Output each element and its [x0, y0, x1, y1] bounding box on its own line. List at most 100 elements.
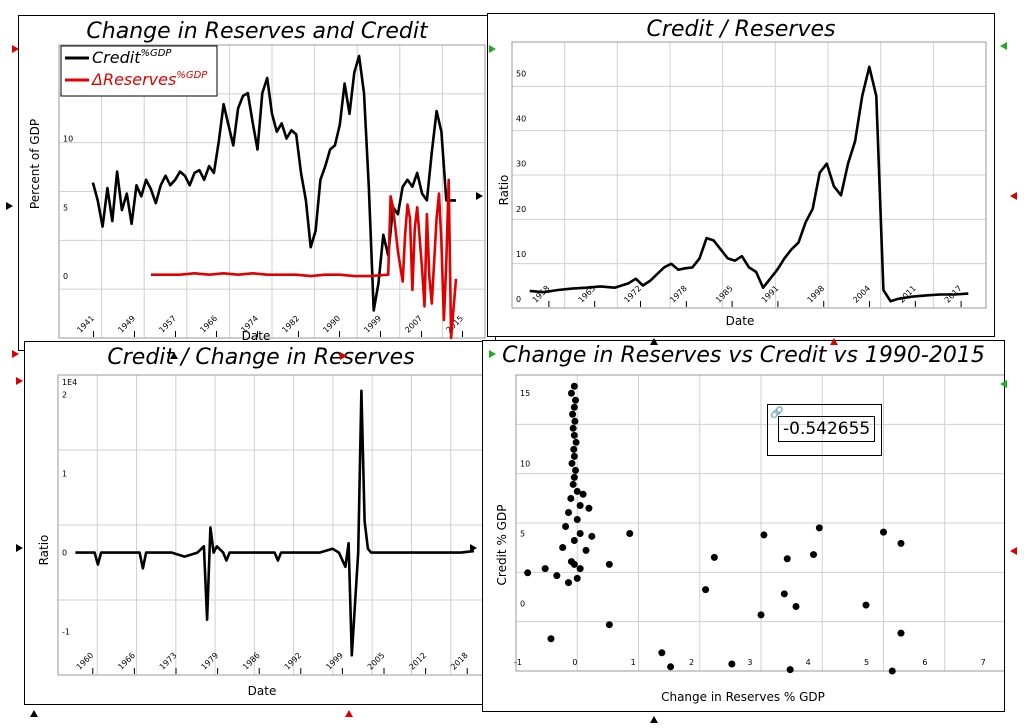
y-axis-label: Ratio: [497, 175, 511, 206]
legend: Credit%GDP ΔReserves%GDP: [60, 45, 218, 97]
scatter-point: [897, 629, 905, 637]
x-tick-label: 1999: [324, 651, 345, 672]
x-tick-label: 1998: [806, 284, 827, 305]
x-tick-label: 1941: [75, 314, 96, 335]
scatter-point: [571, 417, 579, 425]
y-tick-label: 20: [516, 205, 526, 214]
scatter-point: [570, 537, 578, 545]
x-axis-label: Change in Reserves % GDP: [661, 690, 825, 704]
edge-marker-icon: [1000, 380, 1007, 388]
scatter-point: [880, 528, 887, 536]
x-tick-label: 1985: [714, 284, 735, 305]
series-line: [151, 178, 458, 340]
x-tick-label: 2: [689, 658, 694, 667]
y-tick-label: 0: [520, 600, 525, 609]
scatter-point: [710, 553, 718, 561]
scatter-point: [783, 555, 791, 563]
scatter-point: [702, 586, 710, 594]
scatter-point: [780, 590, 788, 598]
chart-plot[interactable]: 15 10 5 0 -1 0 1 2 3 4 5 6 7 Change in Reserves % GDP…: [483, 341, 1007, 711]
scatter-point: [547, 635, 555, 643]
y-tick-label: 1: [62, 470, 67, 479]
chart-title: Change in Reserves vs Credit vs 1990-201…: [502, 343, 985, 368]
scatter-point: [728, 660, 736, 668]
grid-lines: [512, 42, 986, 308]
x-tick-label: 1990: [321, 314, 342, 335]
chart-plot[interactable]: 1510501941194919571966197419821990199920…: [19, 16, 495, 350]
grid-lines: [58, 375, 490, 675]
x-tick-label: 1966: [198, 314, 219, 335]
x-tick-label: 1966: [116, 651, 137, 672]
scatter-point: [562, 523, 570, 531]
scatter-point: [588, 532, 596, 540]
scatter-point: [573, 515, 581, 523]
x-tick-label: 1992: [283, 651, 304, 672]
scatter-point: [567, 494, 575, 502]
y-tick-label: 10: [63, 135, 73, 144]
link-icon[interactable]: 🔗: [770, 406, 784, 419]
y-tick-label: 10: [520, 459, 530, 468]
scatter-point: [569, 480, 577, 488]
x-tick-label: 1986: [241, 651, 262, 672]
y-scale-label: 1E4: [62, 378, 77, 387]
plot-area-frame: [58, 44, 486, 339]
x-tick-label: 1958: [531, 284, 552, 305]
edge-marker-icon: [6, 202, 13, 210]
edge-marker-icon: [1010, 547, 1017, 555]
y-axis-label: Percent of GDP: [28, 119, 42, 209]
y-tick-label: 40: [516, 115, 526, 124]
scatter-point: [567, 389, 575, 397]
x-tick-label: 2011: [897, 284, 918, 305]
scatter-point: [570, 403, 578, 411]
x-axis-label: Date: [242, 329, 271, 343]
y-axis-label: Credit % GDP: [495, 505, 509, 586]
edge-marker-icon: [650, 716, 658, 723]
y-tick-label: 30: [516, 160, 526, 169]
chart-panel-credit-change-reserves: Credit / Change in Reserves 2 1 0 -1 1960 196…: [24, 341, 498, 705]
chart-panel-reserves-credit: Change in Reserves and Credit 1510501941…: [18, 15, 496, 351]
x-tick-label: 2007: [403, 314, 424, 335]
x-tick-label: 1982: [280, 314, 301, 335]
x-tick-label: 1999: [362, 314, 383, 335]
y-tick-label: 10: [516, 250, 526, 259]
scatter-point: [667, 663, 675, 671]
scatter-point: [559, 544, 567, 552]
x-tick-label: 2015: [444, 314, 465, 335]
scatter-point: [576, 501, 584, 509]
edge-marker-icon: [489, 350, 496, 358]
scatter-point: [576, 565, 584, 573]
scatter-point: [570, 445, 578, 453]
scatter-point: [582, 546, 590, 554]
edge-marker-icon: [170, 352, 178, 359]
x-tick-label: 1979: [199, 651, 220, 672]
x-tick-label: 1957: [157, 314, 178, 335]
scatter-point: [565, 508, 572, 516]
scatter-point: [572, 466, 579, 474]
edge-marker-icon: [16, 377, 23, 385]
edge-marker-icon: [12, 350, 19, 358]
y-tick-label: 15: [520, 389, 530, 398]
scatter-point: [579, 490, 587, 498]
scatter-point: [897, 539, 905, 547]
correlation-value: -0.542655: [778, 416, 876, 442]
x-tick-label: -1: [514, 658, 522, 667]
grid-lines: [516, 375, 1006, 671]
legend-entry: ΔReserves%GDP: [90, 70, 208, 89]
x-tick-label: 2005: [366, 651, 387, 672]
scatter-point: [626, 530, 634, 538]
scatter-point: [565, 579, 572, 587]
scatter-point: [810, 551, 817, 559]
plot-area-frame: [511, 41, 987, 309]
chart-title: Credit / Reserves: [646, 17, 836, 42]
scatter-point: [786, 666, 794, 674]
x-tick-label: 1949: [116, 314, 137, 335]
scatter-point: [576, 530, 584, 538]
correlation-box: 🔗 -0.542655: [767, 404, 882, 456]
scatter-point: [605, 621, 613, 629]
edge-marker-icon: [12, 45, 19, 53]
scatter-point: [570, 382, 578, 390]
x-axis-label: Date: [726, 314, 755, 328]
scatter-point: [568, 459, 576, 467]
